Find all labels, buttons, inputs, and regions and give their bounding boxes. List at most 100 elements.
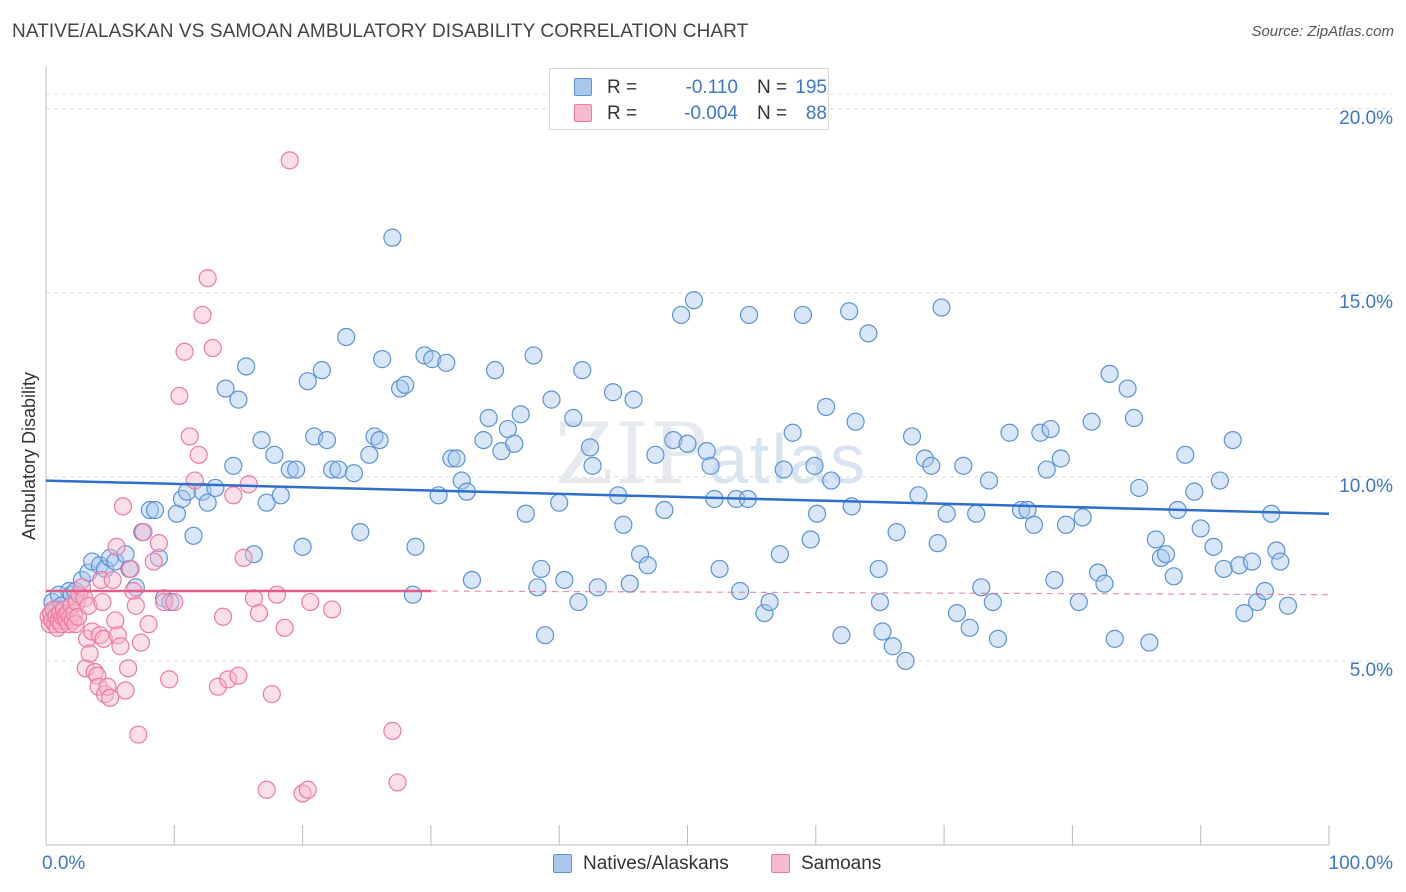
data-point-natives bbox=[869, 559, 888, 579]
data-point-natives bbox=[739, 305, 759, 325]
data-point-natives bbox=[846, 412, 865, 431]
legend-r-label: R = bbox=[607, 103, 638, 124]
data-point-natives bbox=[873, 622, 892, 641]
data-point-natives bbox=[370, 430, 389, 450]
data-point-natives bbox=[770, 545, 789, 564]
data-point-samoans bbox=[131, 633, 151, 652]
data-point-natives bbox=[915, 449, 934, 468]
data-point-samoans bbox=[119, 659, 138, 678]
data-point-natives bbox=[646, 445, 665, 464]
data-point-natives bbox=[620, 574, 639, 593]
data-point-natives bbox=[106, 552, 125, 571]
data-point-samoans bbox=[160, 670, 179, 689]
data-point-natives bbox=[161, 592, 180, 612]
data-point-natives bbox=[671, 305, 691, 325]
legend-n-label: N = bbox=[757, 77, 788, 98]
chart-title: NATIVE/ALASKAN VS SAMOAN AMBULATORY DISA… bbox=[12, 21, 749, 42]
data-point-natives bbox=[479, 408, 498, 428]
data-point-natives bbox=[1095, 574, 1114, 593]
data-point-natives bbox=[406, 537, 425, 556]
data-point-samoans bbox=[144, 552, 163, 571]
data-point-samoans bbox=[111, 637, 130, 656]
data-point-natives bbox=[1045, 570, 1064, 590]
data-point-samoans bbox=[249, 603, 269, 623]
data-point-natives bbox=[511, 405, 530, 424]
data-point-natives bbox=[287, 460, 306, 479]
y-axis-label: Ambulatory Disability bbox=[19, 372, 39, 540]
data-point-samoans bbox=[108, 626, 127, 645]
legend-r-label: R = bbox=[607, 77, 638, 98]
data-point-natives bbox=[807, 504, 827, 523]
data-point-natives bbox=[983, 592, 1002, 612]
data-point-natives bbox=[588, 578, 607, 597]
data-point-samoans bbox=[165, 592, 184, 612]
data-point-samoans bbox=[80, 644, 99, 663]
data-point-natives bbox=[1088, 563, 1108, 582]
legend-swatch-natives bbox=[574, 78, 592, 96]
legend-n-label: N = bbox=[757, 103, 788, 124]
data-point-natives bbox=[1031, 423, 1050, 442]
data-point-natives bbox=[909, 486, 928, 505]
data-point-samoans bbox=[208, 677, 228, 696]
data-point-natives bbox=[1105, 629, 1124, 648]
data-point-natives bbox=[542, 390, 561, 409]
data-point-natives bbox=[569, 592, 588, 612]
data-point-natives bbox=[437, 353, 456, 372]
data-point-natives bbox=[967, 504, 986, 523]
data-point-samoans bbox=[134, 523, 153, 542]
data-point-natives bbox=[902, 427, 922, 446]
data-point-natives bbox=[614, 515, 633, 534]
data-point-natives bbox=[442, 449, 461, 468]
data-point-natives bbox=[344, 464, 364, 483]
data-point-natives bbox=[298, 372, 317, 391]
data-point-natives bbox=[317, 430, 337, 450]
data-point-natives bbox=[337, 327, 356, 347]
trendline-samoans-extension bbox=[430, 590, 1330, 596]
data-point-natives bbox=[555, 570, 574, 590]
data-point-natives bbox=[1056, 515, 1076, 534]
data-point-natives bbox=[1235, 603, 1254, 623]
data-point-samoans bbox=[301, 592, 320, 612]
data-point-samoans bbox=[185, 471, 204, 490]
data-point-natives bbox=[603, 383, 623, 402]
data-point-natives bbox=[638, 556, 657, 575]
data-point-natives bbox=[237, 357, 256, 376]
data-point-samoans bbox=[116, 681, 135, 700]
x-tick-label-min: 0.0% bbox=[42, 853, 85, 874]
bottom-legend-swatch-samoans bbox=[771, 854, 790, 873]
data-point-natives bbox=[954, 456, 973, 475]
data-point-natives bbox=[1267, 541, 1286, 560]
data-point-samoans bbox=[103, 570, 122, 590]
data-point-natives bbox=[351, 523, 370, 542]
data-point-natives bbox=[1191, 519, 1210, 538]
data-point-natives bbox=[922, 456, 941, 475]
data-point-samoans bbox=[180, 427, 199, 446]
data-point-natives bbox=[928, 534, 947, 553]
data-point-samoans bbox=[229, 666, 248, 685]
data-point-natives bbox=[1140, 633, 1159, 652]
data-point-natives bbox=[528, 578, 547, 597]
data-point-natives bbox=[1223, 430, 1242, 450]
data-point-natives bbox=[755, 603, 774, 623]
data-point-natives bbox=[280, 460, 299, 479]
data-point-natives bbox=[793, 305, 813, 325]
data-point-samoans bbox=[154, 592, 174, 612]
data-point-natives bbox=[684, 291, 704, 310]
data-point-natives bbox=[805, 456, 824, 475]
data-point-natives bbox=[1271, 552, 1290, 571]
data-point-natives bbox=[383, 228, 402, 247]
data-point-samoans bbox=[275, 618, 294, 637]
data-point-natives bbox=[323, 460, 342, 479]
data-point-natives bbox=[960, 618, 979, 637]
trendline-natives bbox=[45, 479, 1330, 515]
data-point-natives bbox=[583, 456, 602, 475]
data-point-natives bbox=[731, 581, 750, 601]
data-point-samoans bbox=[189, 445, 208, 464]
data-point-samoans bbox=[139, 615, 158, 634]
data-point-samoans bbox=[121, 559, 140, 579]
data-point-samoans bbox=[66, 615, 85, 634]
data-point-samoans bbox=[129, 725, 148, 744]
data-point-natives bbox=[1214, 559, 1233, 579]
data-point-natives bbox=[947, 603, 967, 623]
data-point-natives bbox=[452, 471, 471, 490]
